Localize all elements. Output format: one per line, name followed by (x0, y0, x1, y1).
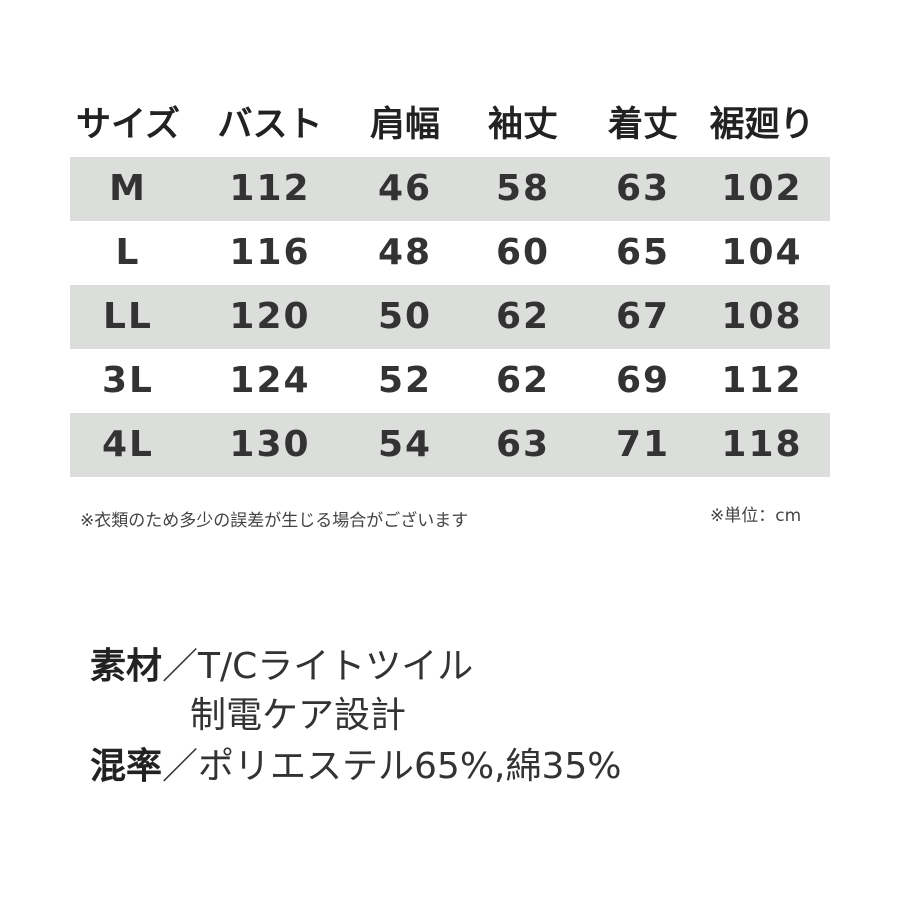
header-cell: 裾廻り (709, 105, 814, 145)
header-cell: サイズ (76, 104, 180, 145)
material-text: 制電ケア設計 (190, 695, 406, 736)
table-cell: L (116, 232, 141, 273)
material-label: 混率 (90, 746, 162, 787)
material-line: 素材／T/Cライトツイル (90, 646, 473, 687)
table-cell: 65 (616, 232, 670, 273)
table-cell: 62 (496, 360, 550, 401)
table-cell: 118 (721, 424, 802, 465)
table-cell: 4L (102, 424, 154, 465)
note: ※衣類のため多少の誤差が生じる場合がございます (80, 510, 468, 531)
table-cell: 71 (616, 424, 670, 465)
table-cell: 63 (496, 424, 550, 465)
row-band (70, 157, 830, 221)
table-cell: 102 (721, 168, 802, 209)
table-cell: 67 (616, 296, 670, 337)
header-cell: 肩幅 (370, 104, 440, 145)
table-cell: 108 (721, 296, 802, 337)
material-line: 混率／ポリエステル65%,綿35% (90, 746, 622, 787)
table-cell: 58 (496, 168, 550, 209)
table-cell: 48 (378, 232, 432, 273)
table-cell: 120 (229, 296, 310, 337)
table-cell: 60 (496, 232, 550, 273)
row-band (70, 413, 830, 477)
table-cell: 124 (229, 360, 310, 401)
table-cell: 50 (378, 296, 432, 337)
table-cell: LL (103, 296, 153, 337)
material-text: ／T/Cライトツイル (162, 646, 473, 687)
table-cell: 3L (102, 360, 154, 401)
material-line: 制電ケア設計 (190, 695, 406, 736)
table-cell: 112 (229, 168, 310, 209)
table-cell: 104 (721, 232, 802, 273)
table-cell: 69 (616, 360, 670, 401)
material-label: 素材 (90, 646, 162, 687)
header-cell: 着丈 (608, 105, 678, 145)
table-cell: 46 (378, 168, 432, 209)
header-cell: バスト (217, 105, 322, 145)
row-band (70, 285, 830, 349)
table-cell: 116 (229, 232, 310, 273)
material-text: ／ポリエステル65%,綿35% (162, 746, 621, 787)
table-cell: 130 (229, 424, 310, 465)
table-cell: 112 (721, 360, 802, 401)
header-cell: 袖丈 (488, 105, 558, 145)
table-cell: M (109, 168, 147, 209)
table-cell: 54 (378, 424, 432, 465)
note: ※単位：cm (710, 506, 801, 526)
table-cell: 52 (378, 360, 432, 401)
table-cell: 63 (616, 168, 670, 209)
table-cell: 62 (496, 296, 550, 337)
